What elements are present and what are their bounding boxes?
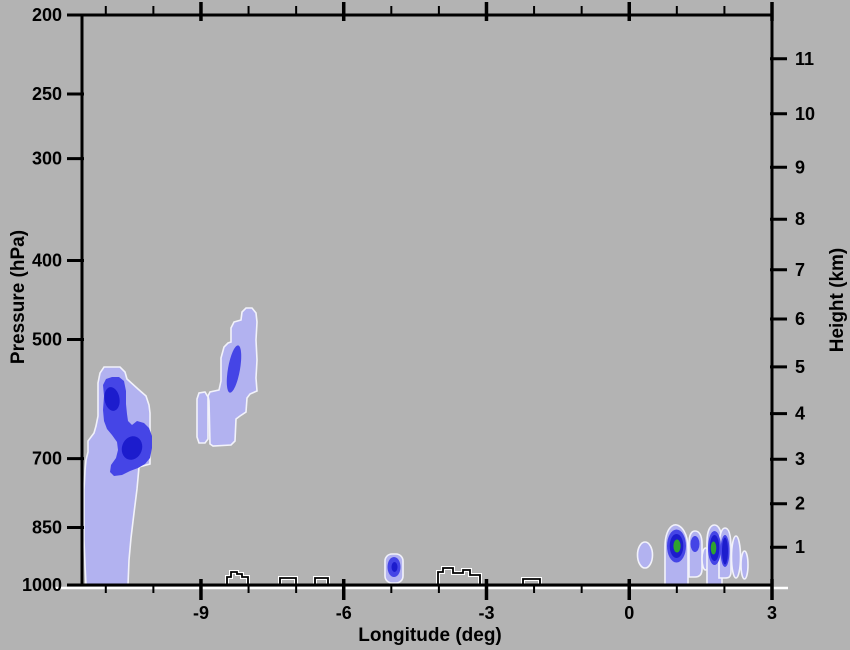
height-tick-label: 2: [795, 494, 805, 514]
cloud-contour-light: [730, 535, 742, 579]
pressure-tick-label: 250: [32, 84, 62, 104]
cloud-contour-light: [196, 391, 209, 444]
terrain-outline: [225, 566, 542, 585]
pressure-tick-label: 200: [32, 5, 62, 25]
longitude-tick-label: 0: [624, 603, 634, 623]
height-tick-label: 4: [795, 404, 805, 424]
cloud-contour-light: [740, 550, 749, 580]
axis-ticks: [67, 2, 787, 600]
terrain-line: [437, 567, 481, 585]
plot-frame: [80, 13, 774, 587]
cloud-contour-green: [673, 539, 681, 553]
pressure-tick-label: 1000: [22, 575, 62, 595]
longitude-tick-label: -3: [478, 603, 494, 623]
height-tick-label: 6: [795, 309, 805, 329]
cloud-contour-medium: [690, 536, 700, 552]
cloud-contour-dark: [722, 537, 728, 565]
longitude-tick-label: -6: [336, 603, 352, 623]
axis-tick-labels: 200 250 300 400 500 700 850 1000 1 2 3 4 5 6 7 8 9 10 11 -9…: [22, 5, 815, 623]
cloud-contour-dark: [104, 387, 120, 411]
pressure-tick-label: 400: [32, 250, 62, 270]
height-tick-label: 9: [795, 157, 805, 177]
pressure-tick-label: 500: [32, 330, 62, 350]
cloud-contour-dark: [121, 436, 143, 460]
cloud-contour-light: [636, 541, 654, 569]
height-tick-label: 11: [795, 49, 814, 69]
cloud-contour-fills: [83, 307, 749, 584]
height-tick-label: 7: [795, 260, 805, 280]
longitude-tick-label: 3: [767, 603, 777, 623]
pressure-tick-label: 300: [32, 149, 62, 169]
terrain-line: [279, 577, 297, 585]
terrain-line: [522, 578, 541, 585]
terrain-line: [314, 577, 329, 585]
cloud-contour-medium: [226, 345, 242, 393]
height-tick-label: 3: [795, 449, 805, 469]
height-tick-label: 5: [795, 357, 805, 377]
left-axis-title: Pressure (hPa): [8, 230, 29, 364]
height-tick-label: 10: [795, 104, 815, 124]
longitude-tick-label: -9: [193, 603, 209, 623]
x-axis-title: Longitude (deg): [358, 625, 502, 646]
pressure-tick-label: 850: [32, 517, 62, 537]
terrain-line: [226, 571, 249, 585]
terrain-halo: [436, 566, 482, 585]
cloud-contour-dark: [391, 562, 398, 572]
height-tick-label: 1: [795, 537, 805, 557]
height-tick-label: 8: [795, 209, 805, 229]
cloud-contour-green: [710, 541, 717, 555]
right-axis-title: Height (km): [827, 248, 848, 353]
pressure-tick-label: 700: [32, 449, 62, 469]
